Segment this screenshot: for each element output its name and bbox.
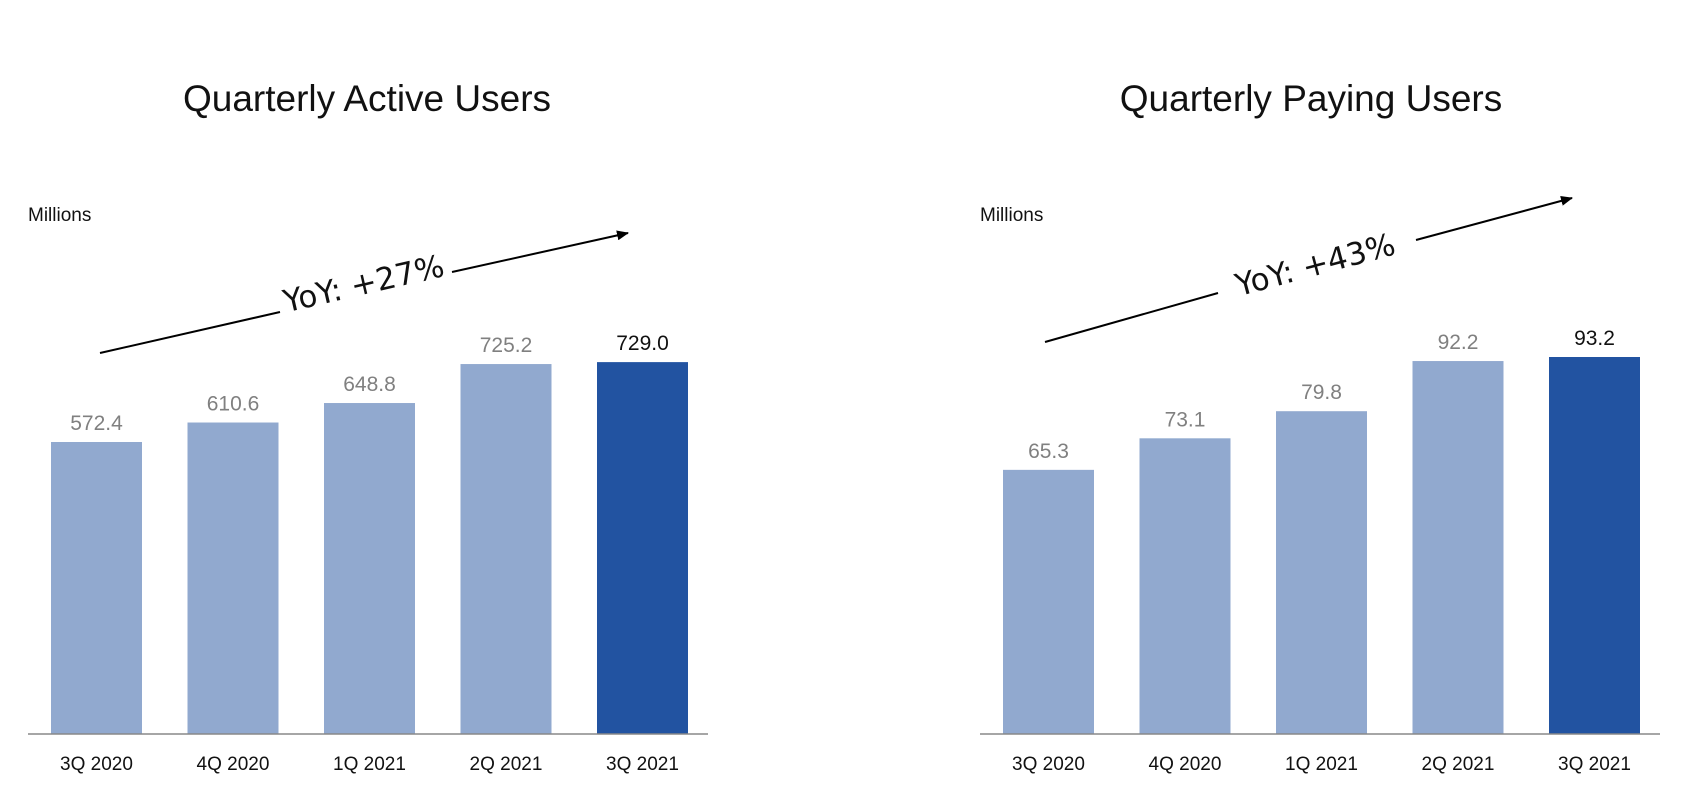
chart-active-users: Quarterly Active Users Millions 572.4 610…	[28, 78, 708, 775]
bar-value-label: 73.1	[1165, 408, 1206, 431]
bar-value-label: 93.2	[1574, 327, 1615, 350]
bar-1q-2021	[1276, 411, 1367, 734]
bar-value-label: 92.2	[1438, 331, 1479, 354]
x-tick-label: 3Q 2020	[60, 754, 133, 775]
bar-4q-2020	[1139, 438, 1231, 734]
value-labels: 572.4 610.6 648.8 725.2 729.0	[70, 332, 669, 435]
x-tick-label: 3Q 2021	[1558, 754, 1631, 775]
y-axis-unit-label: Millions	[980, 205, 1043, 226]
bar-value-label: 65.3	[1028, 440, 1069, 463]
bar-value-label: 725.2	[480, 334, 533, 357]
trend-arrow-right	[451, 230, 629, 273]
value-labels: 65.3 73.1 79.8 92.2 93.2	[1028, 327, 1615, 463]
x-tick-label: 4Q 2020	[1149, 754, 1222, 775]
x-tick-label: 1Q 2021	[333, 754, 406, 775]
bar-2q-2021	[1412, 361, 1504, 734]
bar-value-label: 572.4	[70, 412, 123, 435]
bar-1q-2021	[324, 403, 415, 734]
x-tick-label: 1Q 2021	[1285, 754, 1358, 775]
bar-value-label: 729.0	[616, 332, 669, 355]
bars	[1003, 357, 1640, 734]
x-tick-label: 4Q 2020	[197, 754, 270, 775]
bar-value-label: 610.6	[207, 393, 260, 416]
bar-value-label: 648.8	[343, 373, 396, 396]
bar-3q-2020	[1003, 469, 1094, 734]
x-tick-label: 3Q 2020	[1012, 754, 1085, 775]
trend-arrow-left	[1044, 292, 1219, 343]
bar-3q-2020	[51, 442, 142, 734]
bar-4q-2020	[187, 422, 279, 734]
chart-title: Quarterly Active Users	[183, 78, 551, 119]
y-axis-unit-label: Millions	[28, 205, 91, 226]
yoy-growth-label: YoY: +27%	[279, 248, 448, 320]
x-tick-labels: 3Q 2020 4Q 2020 1Q 2021 2Q 2021 3Q 2021	[1012, 754, 1631, 775]
bar-3q-2021	[597, 362, 688, 734]
yoy-growth-label: YoY: +43%	[1231, 227, 1399, 304]
bar-3q-2021	[1549, 357, 1640, 734]
trend-arrow-right	[1415, 196, 1573, 241]
bars	[51, 362, 688, 734]
x-tick-labels: 3Q 2020 4Q 2020 1Q 2021 2Q 2021 3Q 2021	[60, 754, 679, 775]
chart-paying-users: Quarterly Paying Users Millions 65.3 73.1…	[980, 78, 1660, 775]
chart-title: Quarterly Paying Users	[1120, 78, 1502, 119]
yoy-annotation: YoY: +43%	[1044, 196, 1573, 343]
x-tick-label: 3Q 2021	[606, 754, 679, 775]
x-tick-label: 2Q 2021	[470, 754, 543, 775]
x-tick-label: 2Q 2021	[1422, 754, 1495, 775]
bar-value-label: 79.8	[1301, 381, 1342, 404]
yoy-annotation: YoY: +27%	[99, 230, 629, 354]
trend-arrow-left	[99, 311, 281, 354]
bar-2q-2021	[460, 364, 552, 734]
